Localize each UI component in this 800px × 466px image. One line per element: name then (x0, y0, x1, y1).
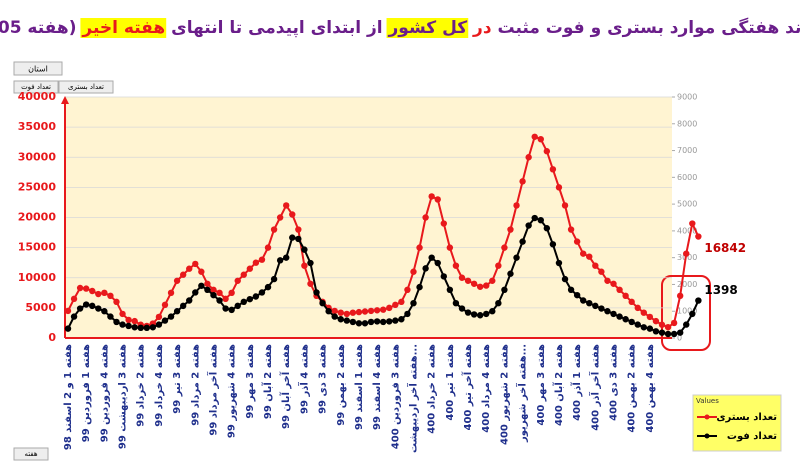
filter-label: استان (28, 65, 48, 74)
x-tick-label: هفته 2 بهمن 400 (627, 344, 638, 433)
y2-tick-label: 8000 (677, 119, 697, 128)
x-tick-label: هفته 2 شهریور 400 (499, 344, 510, 445)
x-tick-label: هفته 4 مرداد 400 (481, 344, 492, 433)
legend-title: Values (696, 397, 719, 405)
y-tick-label: 10000 (18, 271, 57, 284)
y-axis-arrow (61, 96, 69, 104)
legend-label: تعداد فوت (727, 431, 777, 442)
y2-tick-label: 9000 (677, 93, 697, 102)
chart-title: روند هفتگی موارد بستری و فوت مثبت در کل … (0, 17, 800, 38)
line-series (64, 214, 702, 338)
x-tick-label: هفته 2 بهمن 99 (336, 344, 347, 426)
filter-button[interactable] (13, 61, 63, 76)
y-tick-label: 30000 (18, 150, 57, 163)
x-tick-label: هفته 2 خرداد 99 (136, 344, 147, 427)
x-tick-label: هفته 2 آبان 99 (261, 344, 274, 419)
x-tick-label: هفته 4 بهمن 400 (645, 344, 656, 433)
x-tick-label: هفته 1 تیر 400 (445, 344, 456, 421)
y-tick-label: 5000 (25, 301, 56, 314)
x-tick-label: هفته 4 خرداد 99 (154, 344, 165, 427)
legend-marker (704, 433, 710, 439)
x-tick-label: هفته آخر تیر 400 (461, 344, 474, 431)
title-highlight (80, 18, 167, 38)
filter-button[interactable] (58, 80, 114, 94)
legend-marker (704, 414, 710, 420)
y2-tick-label: 3000 (677, 253, 697, 262)
y2-tick-label: 0 (677, 334, 682, 343)
y2-tick-label: 7000 (677, 146, 697, 155)
legend-box (692, 394, 782, 452)
x-tick-label: هفته 4 شهریور 99 (227, 344, 238, 438)
x-tick-label: هفته 3 دی 400 (609, 344, 620, 421)
title-part: کل کشور (388, 18, 468, 38)
x-tick-label: هفته 2 مرداد 99 (190, 344, 201, 426)
x-tick-label: هفته 1 فروردین 99 (81, 344, 92, 442)
x-tick-label: هفته آخر اردیبهشت... (406, 344, 419, 453)
y-tick-label: 40000 (18, 90, 57, 103)
x-tick-label: هفته 3 دی 99 (318, 344, 329, 414)
y-tick-label: 25000 (18, 180, 57, 193)
legend-label: تعداد بستری (716, 412, 777, 423)
filter-button[interactable] (13, 80, 59, 94)
y-tick-label: 0 (48, 331, 56, 344)
x-tick-label: هفته 4 فروردین 99 (99, 344, 110, 442)
title-part: از ابتدای اپیدمی تا انتهای (171, 18, 382, 38)
y2-tick-label: 2000 (677, 280, 697, 289)
x-tick-label: هفته 1 اسفند 99 (354, 344, 365, 430)
y-tick-label: 20000 (18, 211, 57, 224)
x-tick-label: هفته 2 خرداد 400 (427, 344, 438, 434)
title-part: هفته اخیر (81, 18, 165, 38)
x-tick-label: هفته 4 اسفند 99 (372, 344, 383, 430)
title-part: در (472, 18, 492, 38)
x-tick-label: هفته 3 فروردین 400 (390, 344, 401, 449)
x-tick-label: هفته 3 مهر 400 (536, 344, 547, 426)
y2-tick-label: 5000 (677, 200, 697, 209)
x-tick-label: هفته آخر شهریور... (516, 344, 529, 443)
y-tick-label: 35000 (18, 120, 57, 133)
x-tick-label: هفته آخر مرداد 99 (206, 344, 219, 436)
x-tick-label: هفته 3 تیر 99 (172, 344, 183, 414)
x-tick-label: هفته آخر آذر 400 (588, 344, 601, 431)
x-tick-label: هفته 3 مهر 99 (245, 344, 256, 419)
filter-button[interactable] (13, 447, 49, 461)
y-tick-label: 15000 (18, 241, 57, 254)
x-tick-label: هفته 1 آذر 400 (570, 344, 583, 421)
filter-label: تعداد فوت (21, 83, 51, 91)
data-label: 16842 (704, 241, 746, 255)
x-tick-label: هفته 1 و 2 اسفند 98 (63, 344, 74, 450)
title-part: روند هفتگی موارد بستری و فوت مثبت (497, 17, 800, 38)
data-label: 1398 (704, 283, 737, 297)
x-tick-label: هفته 2 آبان 400 (552, 344, 565, 426)
filter-label: هفته (24, 450, 37, 458)
x-tick-label: هفته 3 اردیبهشت 99 (118, 344, 129, 449)
x-tick-label: هفته آخر آبان 99 (279, 344, 292, 429)
title-part: (هفته 105) (0, 18, 76, 38)
y2-tick-label: 6000 (677, 173, 697, 182)
filter-label: تعداد بستری (68, 83, 104, 91)
title-highlight (386, 18, 469, 38)
x-tick-label: هفته 4 آذر 99 (297, 344, 310, 414)
